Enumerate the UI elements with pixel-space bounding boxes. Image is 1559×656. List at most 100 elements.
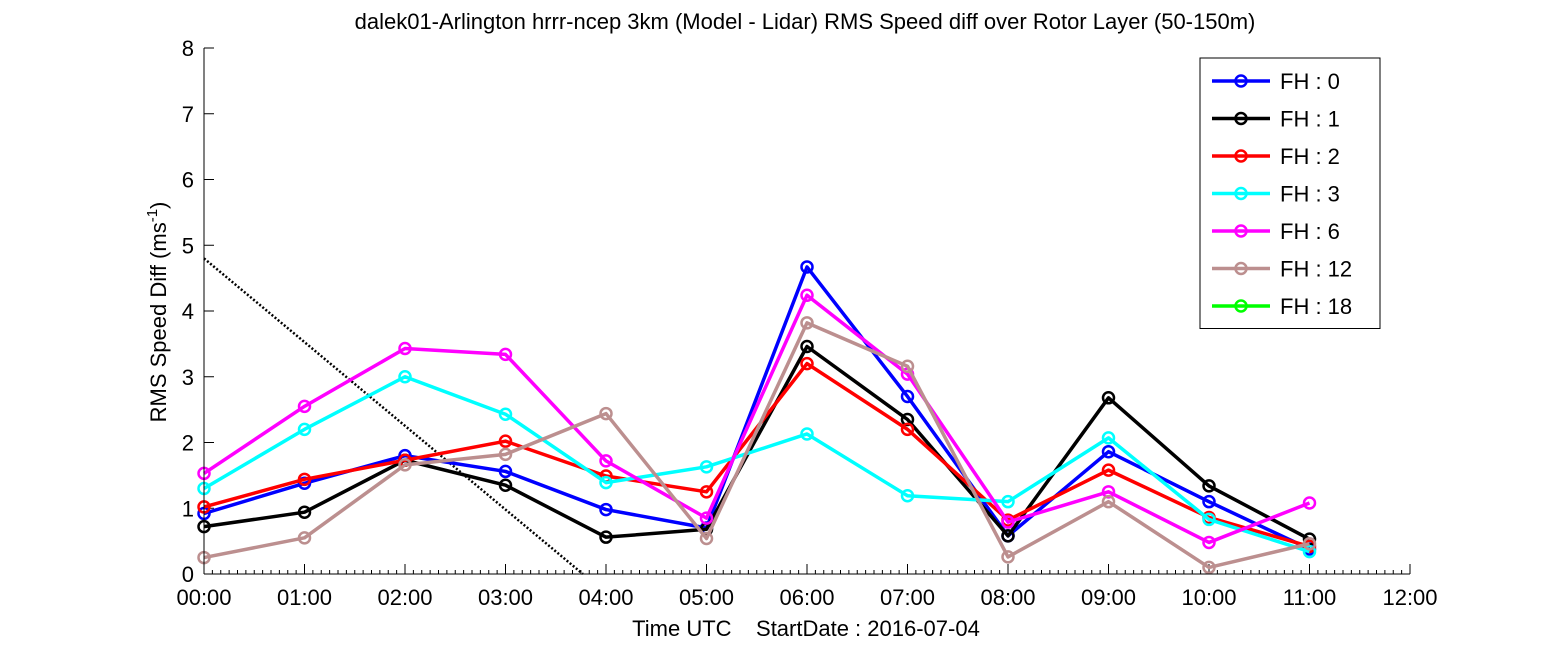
y-axis-label-main: RMS Speed Diff (ms [146, 222, 171, 422]
x-tick-label: 08:00 [980, 585, 1035, 610]
x-tick-label: 04:00 [578, 585, 633, 610]
legend-item: FH : 3 [1212, 182, 1340, 207]
data-point [498, 347, 513, 362]
x-tick-label: 02:00 [377, 585, 432, 610]
series-fh-2 [197, 356, 1317, 554]
data-point [297, 531, 312, 545]
legend-label: FH : 2 [1280, 144, 1340, 169]
legend-label: FH : 12 [1280, 257, 1352, 282]
y-tick-label: 2 [182, 431, 194, 456]
legend-item: FH : 0 [1212, 69, 1340, 94]
data-point [1302, 537, 1317, 551]
data-point [498, 434, 513, 448]
legend-label: FH : 18 [1280, 294, 1352, 319]
data-point [297, 472, 312, 487]
y-tick-label: 8 [182, 36, 194, 61]
chart-title: dalek01-Arlington hrrr-ncep 3km (Model -… [355, 9, 1256, 34]
legend-item: FH : 1 [1212, 107, 1340, 132]
data-point [398, 458, 412, 472]
data-point [398, 370, 412, 384]
series-fh-3 [197, 370, 1317, 559]
data-point [1202, 535, 1216, 550]
series-line [203, 361, 1310, 549]
legend-swatch-marker [1234, 299, 1248, 313]
legend-label: FH : 6 [1280, 219, 1340, 244]
x-tick-label: 05:00 [679, 585, 734, 610]
data-point [699, 460, 714, 474]
data-point [498, 464, 513, 479]
legend-swatch-marker [1234, 111, 1248, 126]
data-point [800, 288, 814, 302]
data-point [800, 316, 814, 330]
data-point [1202, 560, 1216, 575]
data-point [1001, 515, 1015, 529]
legend-swatch-marker [1234, 224, 1248, 238]
y-tick-label: 5 [182, 233, 194, 258]
y-tick-label: 1 [182, 496, 194, 521]
y-tick-label: 4 [182, 299, 194, 324]
series-fh-6 [197, 288, 1317, 550]
reference-line [203, 257, 584, 575]
x-axis-label: Time UTC StartDate : 2016-07-04 [632, 616, 980, 641]
data-point [1101, 444, 1116, 459]
x-tick-label: 11:00 [1283, 585, 1336, 610]
data-point [1101, 494, 1116, 509]
data-point [1001, 494, 1015, 509]
y-axis: 0 1 2 3 4 5 6 7 8 [182, 36, 205, 587]
data-point [1202, 479, 1216, 493]
y-axis-label-tail: ) [146, 202, 171, 209]
data-point [297, 399, 312, 414]
x-tick-label: 06:00 [779, 585, 834, 610]
data-point [599, 454, 613, 468]
legend-item: FH : 18 [1212, 294, 1352, 319]
legend: FH : 0 FH : 1 FH : 2 FH : 3 FH : 6 FH : 12 FH … [1199, 57, 1381, 329]
data-point [900, 422, 915, 437]
legend-item: FH : 12 [1212, 257, 1352, 282]
legend-swatch-marker [1234, 261, 1248, 276]
x-tick-label: 07:00 [880, 585, 935, 610]
y-axis-label: RMS Speed Diff (ms-1) [144, 202, 171, 423]
data-point [699, 531, 714, 546]
y-tick-label: 0 [182, 562, 194, 587]
y-axis-label-superscript: -1 [144, 209, 161, 222]
data-point [900, 389, 915, 404]
data-point [599, 502, 613, 517]
data-point [498, 407, 513, 421]
data-point [900, 359, 915, 373]
series-line [203, 265, 1311, 551]
legend-label: FH : 1 [1280, 107, 1340, 132]
x-tick-label: 01:00 [277, 585, 332, 610]
data-point [1101, 463, 1116, 477]
data-point [599, 530, 613, 544]
series-layer [197, 260, 1317, 575]
data-point [599, 475, 613, 490]
legend-swatch-marker [1234, 149, 1248, 163]
data-point [1101, 391, 1116, 405]
data-point [297, 422, 312, 437]
x-tick-label: 10:00 [1181, 585, 1236, 610]
series-fh-12 [197, 316, 1317, 575]
y-tick-label: 3 [182, 365, 194, 390]
data-point [599, 406, 613, 421]
data-point [699, 511, 714, 525]
series-line [203, 321, 1310, 570]
data-point [900, 489, 915, 503]
legend-swatch-marker [1234, 74, 1248, 88]
data-point [1202, 494, 1216, 509]
x-tick-label: 09:00 [1081, 585, 1136, 610]
reference-line-path [203, 257, 584, 575]
x-axis: 00:00 01:00 02:00 03:00 04:00 05:00 06:00 07:00… [176, 573, 1438, 610]
series-line [203, 375, 1311, 554]
legend-label: FH : 3 [1280, 182, 1340, 207]
data-point [699, 485, 714, 499]
data-point [398, 341, 412, 356]
data-point [1202, 512, 1216, 527]
y-tick-label: 6 [182, 168, 194, 193]
data-point [1001, 529, 1015, 543]
data-point [800, 339, 814, 354]
data-point [800, 427, 814, 441]
legend-item: FH : 2 [1212, 144, 1340, 169]
y-tick-label: 7 [182, 102, 194, 127]
data-point [1001, 550, 1015, 564]
